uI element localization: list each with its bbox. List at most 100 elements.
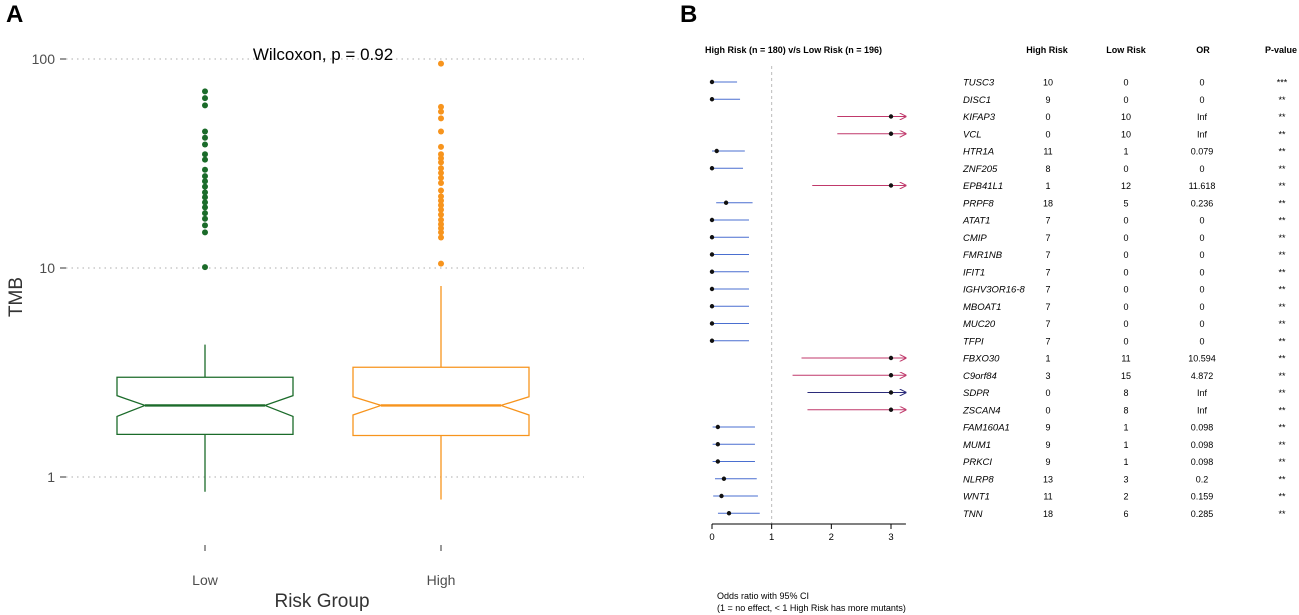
high-risk-count: 0	[1045, 112, 1050, 122]
forest-x-axis: 0 1 2 3	[709, 523, 906, 543]
low-risk-count: 10	[1121, 129, 1131, 139]
p-value: **	[1278, 371, 1286, 381]
forest-row: ATAT1 7 0 0 **	[709, 216, 1286, 227]
forest-row: SDPR 0 8 Inf **	[807, 388, 1286, 399]
outlier-point	[438, 143, 444, 150]
gene-label: DISC1	[963, 95, 991, 106]
odds-ratio: Inf	[1197, 405, 1208, 415]
low-risk-count: 0	[1123, 285, 1128, 295]
low-risk-count: 5	[1123, 198, 1128, 208]
y-tick-label: 10	[39, 260, 55, 276]
forest-row: ZNF205 8 0 0 **	[709, 164, 1286, 175]
high-risk-count: 11	[1043, 492, 1052, 502]
or-point	[709, 304, 715, 309]
forest-row: MUM1 9 1 0.098 **	[712, 440, 1286, 451]
or-point	[888, 114, 894, 119]
gene-label: ZSCAN4	[962, 405, 1000, 416]
x-tick-label: Low	[192, 572, 219, 588]
y-tick-label: 1	[47, 469, 55, 485]
p-value: **	[1278, 405, 1286, 415]
outlier-point	[438, 197, 444, 204]
outlier-point	[202, 88, 208, 95]
boxplot-boxes	[116, 60, 530, 500]
or-point	[709, 235, 715, 240]
p-value: **	[1278, 129, 1286, 139]
or-point	[714, 148, 719, 154]
forest-row: WNT1 11 2 0.159 **	[713, 492, 1286, 503]
low-risk-count: 1	[1123, 147, 1128, 157]
forest-row: IGHV3OR16-8 7 0 0 **	[709, 285, 1286, 296]
gene-label: TUSC3	[963, 78, 995, 89]
high-risk-count: 0	[1045, 388, 1050, 398]
outlier-point	[202, 264, 208, 271]
odds-ratio: 0.098	[1191, 423, 1214, 433]
low-risk-count: 15	[1121, 371, 1131, 381]
p-value: **	[1278, 181, 1286, 191]
or-point	[888, 373, 894, 378]
gene-label: MUC20	[963, 319, 996, 330]
odds-ratio: 0.098	[1191, 440, 1214, 450]
low-risk-count: 0	[1123, 319, 1128, 329]
outlier-point	[438, 216, 444, 223]
forest-row: VCL 0 10 Inf **	[837, 129, 1286, 140]
outlier-point	[438, 211, 444, 218]
odds-ratio: 0	[1199, 164, 1204, 174]
outlier-point	[438, 221, 444, 228]
p-value: **	[1278, 112, 1286, 122]
gene-label: KIFAP3	[963, 112, 996, 123]
p-value: **	[1278, 336, 1286, 346]
gene-label: WNT1	[963, 492, 990, 503]
or-point	[709, 97, 715, 102]
gene-label: ZNF205	[962, 164, 998, 175]
or-point	[709, 252, 715, 257]
gene-label: EPB41L1	[963, 181, 1003, 192]
p-value: **	[1278, 388, 1286, 398]
outlier-point	[438, 151, 444, 158]
high-risk-count: 13	[1043, 474, 1053, 484]
outlier-point	[438, 115, 444, 122]
x-axis-title: Risk Group	[274, 591, 369, 612]
outlier-point	[438, 193, 444, 200]
column-header: High Risk	[1026, 45, 1069, 55]
low-risk-count: 1	[1123, 423, 1128, 433]
high-risk-count: 7	[1045, 216, 1050, 226]
outlier-point	[438, 169, 444, 176]
outlier-point	[438, 187, 444, 194]
low-risk-count: 0	[1123, 233, 1128, 243]
x-tick-label: High	[427, 572, 456, 588]
odds-ratio: Inf	[1197, 388, 1208, 398]
odds-ratio: 0.2	[1196, 474, 1209, 484]
forest-row: HTR1A 11 1 0.079 **	[712, 147, 1286, 158]
high-risk-count: 0	[1045, 129, 1050, 139]
low-risk-count: 12	[1121, 181, 1131, 191]
outlier-point	[438, 159, 444, 166]
forest-row: FBXO30 1 11 10.594 **	[801, 354, 1286, 365]
outlier-point	[438, 174, 444, 181]
forest-row: DISC1 9 0 0 **	[709, 95, 1286, 106]
low-risk-count: 1	[1123, 457, 1128, 467]
forest-row: TNN 18 6 0.285 **	[717, 509, 1286, 520]
gene-label: FAM160A1	[963, 423, 1010, 434]
outlier-point	[438, 234, 444, 241]
boxplot-panel: 1 10 100 Low High Wilcoxon, p = 0.92 Risk G…	[6, 45, 584, 612]
low-risk-count: 0	[1123, 164, 1128, 174]
gene-label: IGHV3OR16-8	[963, 285, 1025, 296]
x-tick-label: 1	[769, 532, 774, 543]
or-point	[709, 338, 715, 343]
p-value: **	[1278, 509, 1286, 519]
gene-label: ATAT1	[962, 216, 990, 227]
p-value: **	[1278, 492, 1286, 502]
odds-ratio: 0	[1199, 267, 1204, 277]
forest-row: EPB41L1 1 12 11.618 **	[812, 181, 1286, 192]
low-risk-count: 0	[1123, 216, 1128, 226]
forest-footnote-line2: (1 = no effect, < 1 High Risk has more m…	[717, 603, 906, 613]
high-risk-count: 18	[1043, 509, 1053, 519]
column-header: OR	[1196, 45, 1210, 55]
outlier-point	[438, 60, 444, 67]
forest-footnote-line1: Odds ratio with 95% CI	[717, 591, 809, 601]
x-tick-label: 0	[709, 532, 714, 543]
or-point	[721, 476, 727, 481]
forest-row: FMR1NB 7 0 0 **	[709, 250, 1286, 261]
gene-label: IFIT1	[963, 267, 985, 278]
p-value: **	[1278, 319, 1286, 329]
